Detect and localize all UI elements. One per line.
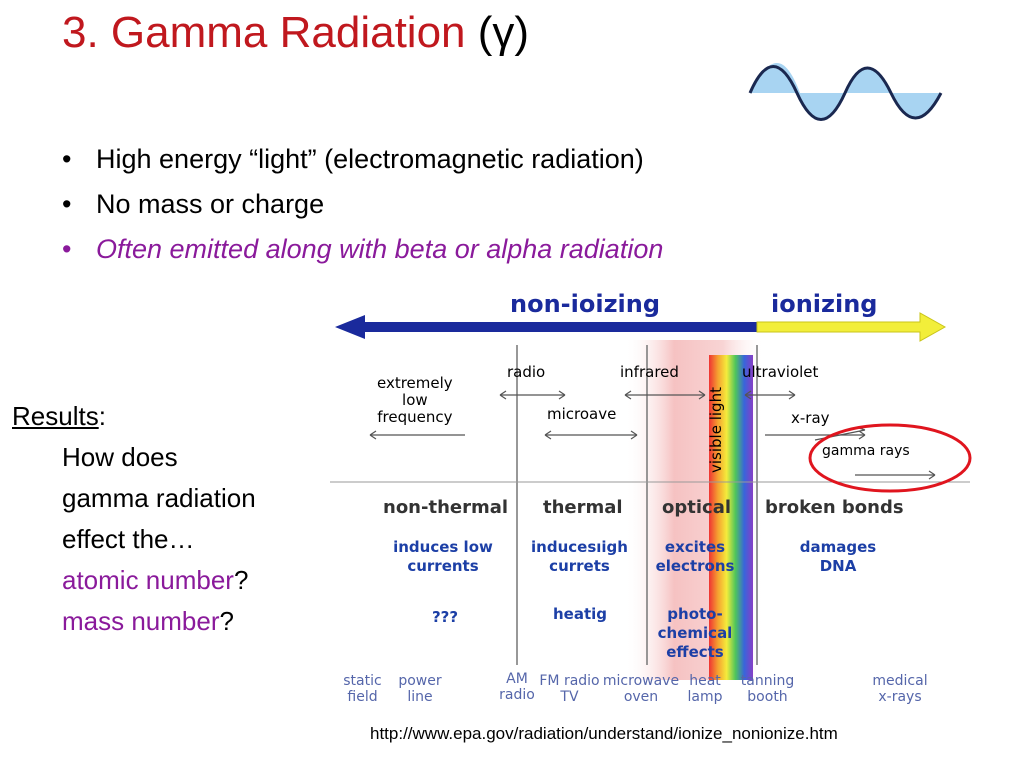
effect-heating: heatig (552, 605, 608, 623)
results-line-1: How does (62, 442, 178, 472)
wave-icon (748, 63, 943, 121)
results-block: Results: How does gamma radiation effect… (12, 401, 256, 636)
visible-rainbow (709, 355, 753, 680)
band-infrared: infrared (620, 363, 679, 381)
mass-number: mass number (62, 606, 220, 636)
band-visible: visible light (707, 387, 725, 473)
category-nonthermal: non-thermal (383, 497, 509, 518)
gamma-symbol: (γ) (477, 8, 530, 57)
results-line-3: effect the… (62, 524, 195, 554)
results-line-2: gamma radiation (62, 483, 256, 513)
source-static: static field (343, 673, 382, 705)
source-am: AM radio (499, 671, 535, 703)
band-gamma: gamma rays (822, 443, 910, 459)
ionizing-label: ionizing (771, 290, 878, 318)
effect-high-currents: inducesıigh currets (531, 538, 628, 575)
non-ionizing-arrow (335, 315, 757, 339)
effect-low-currents: induces low currents (393, 538, 493, 575)
title-text: 3. Gamma Radiation (62, 8, 466, 57)
bullet-2: • No mass or charge (62, 189, 325, 219)
spectrum-graphics (330, 312, 972, 680)
results-label: Results (12, 401, 99, 431)
band-microwave: microave (547, 405, 617, 423)
slide-title: 3. Gamma Radiation (γ) (62, 8, 529, 58)
source-tanning: tanning booth (740, 673, 795, 705)
band-elf: extremely low frequency (377, 374, 453, 426)
band-ultraviolet: ultraviolet (742, 363, 819, 381)
category-optical: optical (662, 497, 732, 518)
source-microwave: microwave oven (602, 673, 680, 705)
source-power: power line (398, 673, 442, 705)
em-spectrum-diagram: non-ioizing ionizing extremely low frequ… (325, 285, 975, 715)
non-ionizing-label: non-ioizing (510, 290, 661, 318)
bullet-3: • Often emitted along with beta or alpha … (62, 234, 664, 264)
source-fm: FM radio TV (539, 673, 600, 705)
bullet-1: • High energy “light” (electromagnetic ra… (62, 144, 644, 174)
category-thermal: thermal (543, 497, 623, 518)
effect-unknown: ??? (431, 608, 459, 626)
effect-dna: damages DNA (799, 538, 877, 575)
source-medical: medical x-rays (872, 673, 928, 705)
source-url: http://www.epa.gov/radiation/understand/… (370, 724, 838, 743)
effect-electrons: excites electrons (655, 538, 735, 575)
band-xray: x-ray (791, 409, 830, 427)
atomic-number: atomic number (62, 565, 234, 595)
gamma-rays-circle (808, 423, 972, 493)
category-broken-bonds: broken bonds (765, 497, 904, 518)
effect-photochemical: photo- chemical effects (657, 605, 733, 661)
ionizing-arrow (756, 312, 947, 342)
band-radio: radio (507, 363, 546, 381)
source-heat-lamp: heat lamp (687, 673, 723, 705)
